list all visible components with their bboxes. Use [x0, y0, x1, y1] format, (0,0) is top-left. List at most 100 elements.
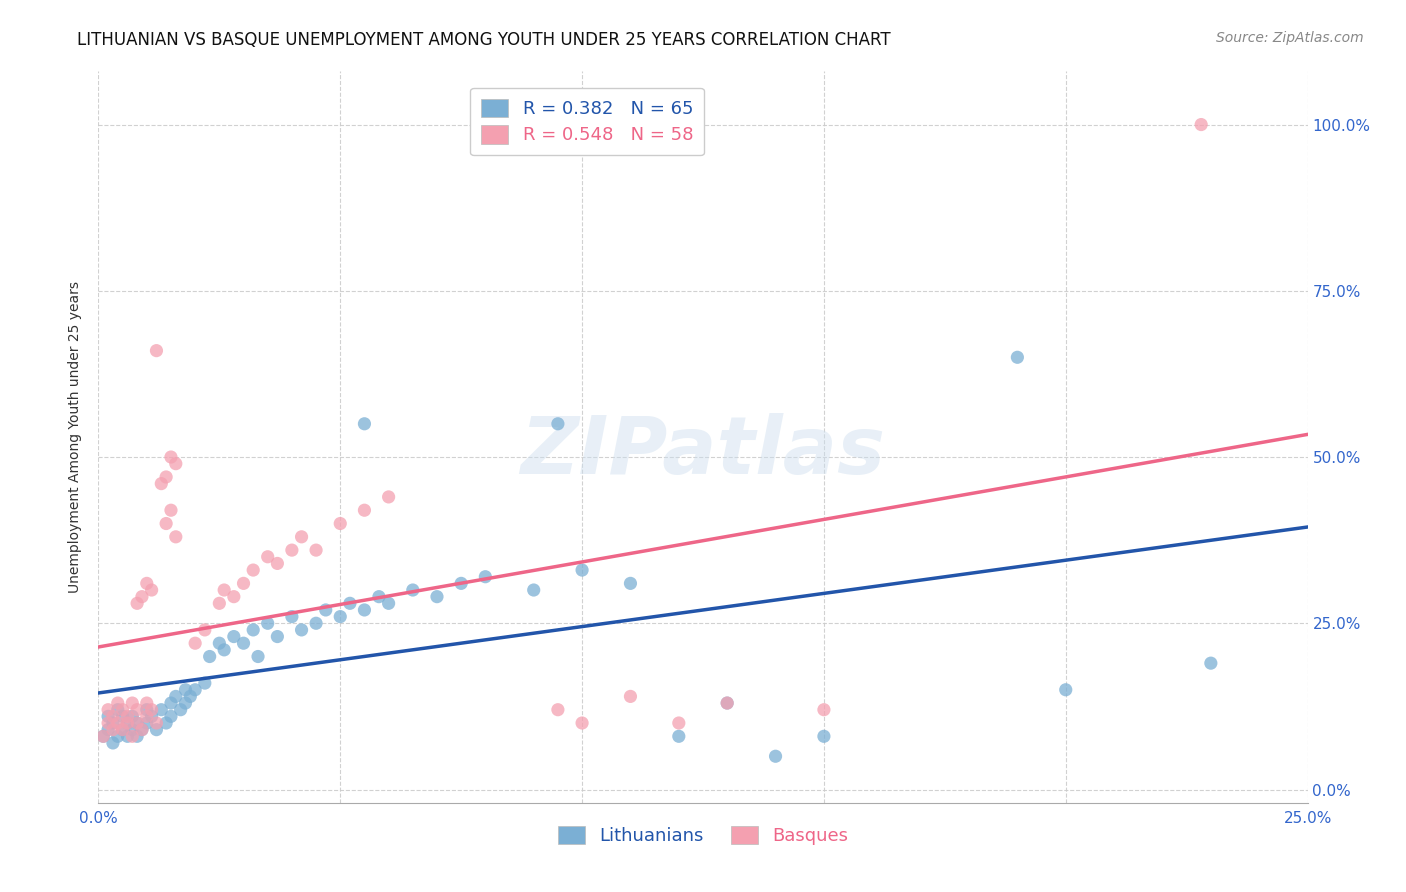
Point: [329, 609, 352, 624]
Point: [547, 703, 569, 717]
Text: ZIPatlas: ZIPatlas: [520, 413, 886, 491]
Point: [117, 716, 139, 731]
Point: [329, 516, 352, 531]
Point: [111, 723, 134, 737]
Point: [315, 603, 337, 617]
Point: [135, 709, 157, 723]
Point: [141, 582, 163, 597]
Point: [135, 696, 157, 710]
Point: [339, 596, 361, 610]
Point: [184, 636, 207, 650]
Point: [305, 616, 328, 631]
Point: [222, 630, 245, 644]
Point: [135, 716, 157, 731]
Point: [174, 696, 197, 710]
Point: [765, 749, 787, 764]
Point: [208, 596, 231, 610]
Point: [184, 682, 207, 697]
Point: [668, 716, 690, 731]
Point: [281, 609, 304, 624]
Text: LITHUANIAN VS BASQUE UNEMPLOYMENT AMONG YOUTH UNDER 25 YEARS CORRELATION CHART: LITHUANIAN VS BASQUE UNEMPLOYMENT AMONG …: [77, 31, 891, 49]
Point: [101, 736, 124, 750]
Point: [212, 582, 235, 597]
Point: [353, 603, 375, 617]
Point: [1054, 682, 1077, 697]
Point: [127, 716, 149, 731]
Point: [97, 703, 120, 717]
Point: [281, 543, 304, 558]
Point: [160, 503, 183, 517]
Point: [155, 516, 177, 531]
Point: [155, 470, 177, 484]
Point: [377, 490, 399, 504]
Point: [813, 729, 835, 743]
Point: [107, 696, 129, 710]
Point: [266, 557, 288, 571]
Point: [194, 623, 217, 637]
Point: [169, 703, 191, 717]
Point: [135, 576, 157, 591]
Point: [266, 630, 288, 644]
Point: [668, 729, 690, 743]
Point: [290, 623, 312, 637]
Point: [208, 636, 231, 650]
Point: [232, 636, 254, 650]
Point: [91, 729, 114, 743]
Point: [1007, 351, 1029, 365]
Point: [368, 590, 391, 604]
Point: [101, 723, 124, 737]
Point: [127, 703, 149, 717]
Point: [232, 576, 254, 591]
Point: [1189, 118, 1212, 132]
Legend: Lithuanians, Basques: Lithuanians, Basques: [551, 819, 855, 852]
Point: [242, 623, 264, 637]
Point: [107, 716, 129, 731]
Point: [150, 476, 173, 491]
Point: [242, 563, 264, 577]
Point: [1199, 656, 1222, 670]
Point: [97, 709, 120, 723]
Point: [155, 716, 177, 731]
Point: [571, 563, 593, 577]
Point: [716, 696, 738, 710]
Point: [121, 729, 143, 743]
Point: [117, 716, 139, 731]
Point: [353, 503, 375, 517]
Point: [145, 343, 167, 358]
Point: [450, 576, 472, 591]
Point: [117, 709, 139, 723]
Point: [377, 596, 399, 610]
Point: [165, 690, 187, 704]
Point: [571, 716, 593, 731]
Point: [426, 590, 449, 604]
Point: [131, 590, 153, 604]
Point: [222, 590, 245, 604]
Point: [121, 709, 143, 723]
Point: [131, 723, 153, 737]
Point: [141, 709, 163, 723]
Point: [135, 703, 157, 717]
Y-axis label: Unemployment Among Youth under 25 years: Unemployment Among Youth under 25 years: [69, 281, 83, 593]
Point: [141, 703, 163, 717]
Point: [305, 543, 328, 558]
Point: [117, 729, 139, 743]
Point: [160, 696, 183, 710]
Point: [101, 709, 124, 723]
Point: [353, 417, 375, 431]
Point: [165, 530, 187, 544]
Point: [145, 716, 167, 731]
Point: [247, 649, 270, 664]
Text: Source: ZipAtlas.com: Source: ZipAtlas.com: [1216, 31, 1364, 45]
Point: [619, 576, 641, 591]
Point: [813, 703, 835, 717]
Point: [402, 582, 425, 597]
Point: [474, 570, 496, 584]
Point: [212, 643, 235, 657]
Point: [127, 729, 149, 743]
Point: [547, 417, 569, 431]
Point: [256, 616, 278, 631]
Point: [179, 690, 201, 704]
Point: [619, 690, 641, 704]
Point: [121, 696, 143, 710]
Point: [194, 676, 217, 690]
